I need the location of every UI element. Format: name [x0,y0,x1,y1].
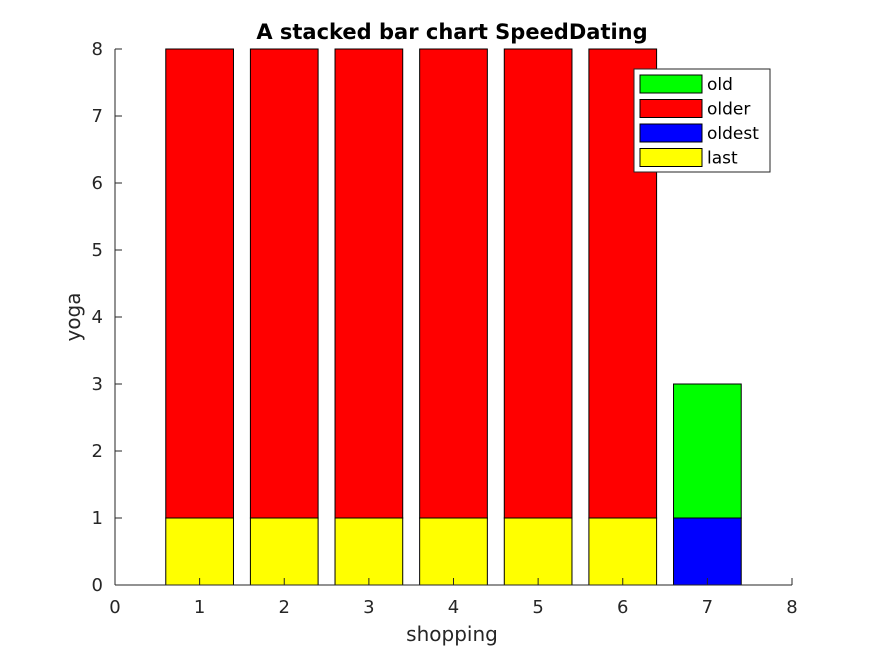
bar-last-6 [588,517,658,586]
bar-last-2 [249,517,319,586]
bar-older-4 [419,48,488,519]
y-tick-label-0: 0 [92,575,103,596]
legend: old older oldest last [633,68,771,173]
legend-swatch-oldest [639,123,703,143]
y-tick-label-4: 4 [92,307,103,328]
chart-title: A stacked bar chart SpeedDating [256,20,647,44]
axes-layer: 0 1 2 3 4 5 6 7 8 0 1 2 3 4 5 6 7 8 [92,39,798,618]
bar-last-3 [334,517,404,586]
bar-older-1 [165,48,234,519]
bar-oldest-7 [673,517,742,586]
y-tick-label-6: 6 [92,173,103,194]
y-axis-label: yoga [61,292,85,341]
legend-swatch-older [639,99,703,118]
legend-swatch-old [639,74,703,94]
legend-label-older: older [707,100,750,120]
y-tick-label-5: 5 [92,240,103,261]
bars-layer [165,48,742,586]
bar-older-5 [503,48,573,519]
bar-last-1 [165,517,234,586]
bar-old-7 [673,383,742,519]
bar-last-5 [503,517,573,586]
x-tick-label-7: 7 [702,597,713,618]
legend-swatch-last [639,148,703,167]
legend-label-oldest: oldest [707,124,759,144]
x-tick-label-4: 4 [448,597,459,618]
x-tick-label-3: 3 [363,597,374,618]
y-tick-label-1: 1 [92,508,103,529]
legend-label-last: last [707,149,738,169]
x-tick-label-6: 6 [617,597,628,618]
x-tick-label-1: 1 [194,597,205,618]
y-tick-label-7: 7 [92,106,103,127]
x-tick-label-2: 2 [279,597,290,618]
x-tick-label-8: 8 [786,597,797,618]
bar-older-2 [249,48,319,519]
y-tick-label-8: 8 [92,39,103,60]
bar-last-4 [419,517,488,586]
legend-label-old: old [707,75,733,95]
x-tick-label-5: 5 [532,597,543,618]
bar-older-3 [334,48,404,519]
x-tick-label-0: 0 [109,597,120,618]
y-tick-label-3: 3 [92,374,103,395]
y-tick-label-2: 2 [92,441,103,462]
x-axis-label: shopping [406,622,498,646]
